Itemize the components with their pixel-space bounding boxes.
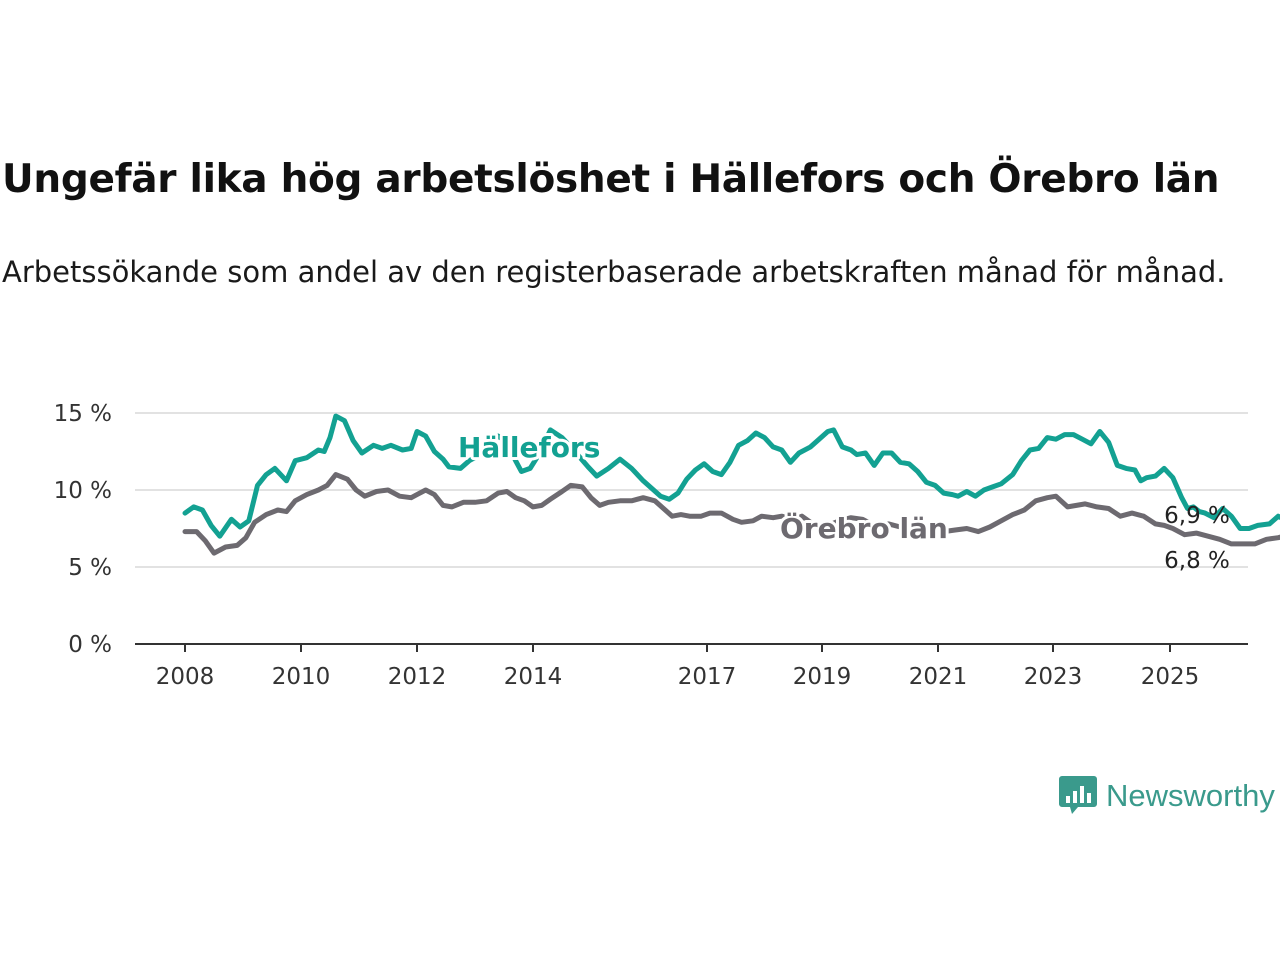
line-chart: 0 %5 %10 %15 % 2008 2010 2012 2014 2017 2019 2… bbox=[54, 401, 1280, 690]
series-line-orebro-lan bbox=[182, 472, 1280, 556]
newsworthy-chart-bubble-icon bbox=[1059, 776, 1097, 814]
x-tick-label: 2014 bbox=[504, 664, 563, 690]
y-tick-label: 10 % bbox=[54, 478, 112, 504]
x-tick-label: 2023 bbox=[1024, 664, 1083, 690]
x-axis: 2008 2010 2012 2014 2017 2019 2021 2023 2025 bbox=[135, 643, 1248, 690]
y-tick-label: 15 % bbox=[54, 401, 112, 427]
series-label-orebro-lan: Örebro län bbox=[780, 511, 948, 545]
newsworthy-logo: Newsworthy bbox=[1058, 774, 1275, 818]
end-value-label-orebro-lan: 6,8 % bbox=[1164, 548, 1230, 574]
y-tick-label: 0 % bbox=[68, 632, 112, 658]
brand-name: Newsworthy bbox=[1106, 778, 1275, 813]
x-tick-label: 2017 bbox=[678, 664, 737, 690]
y-axis-ticks: 0 % 5 % 10 % 15 % bbox=[54, 401, 112, 658]
series-lines bbox=[182, 413, 1280, 556]
chart-subtitle: Arbetssökande som andel av den registerb… bbox=[2, 255, 1226, 289]
x-tick-label: 2025 bbox=[1141, 664, 1200, 690]
series-line-hallefors bbox=[182, 413, 1280, 539]
x-tick-label: 2010 bbox=[272, 664, 331, 690]
series-label-hallefors: Hällefors bbox=[458, 431, 600, 464]
x-tick-label: 2012 bbox=[388, 664, 447, 690]
chart-title: Ungefär lika hög arbetslöshet i Hällefor… bbox=[2, 157, 1220, 202]
y-tick-label: 5 % bbox=[68, 555, 112, 581]
x-tick-label: 2021 bbox=[909, 664, 968, 690]
series-labels: Hällefors Örebro län 6,9 % 6,8 % bbox=[455, 428, 1230, 574]
x-tick-label: 2008 bbox=[156, 664, 215, 690]
end-value-label-hallefors: 6,9 % bbox=[1164, 503, 1230, 529]
x-tick-label: 2019 bbox=[793, 664, 852, 690]
